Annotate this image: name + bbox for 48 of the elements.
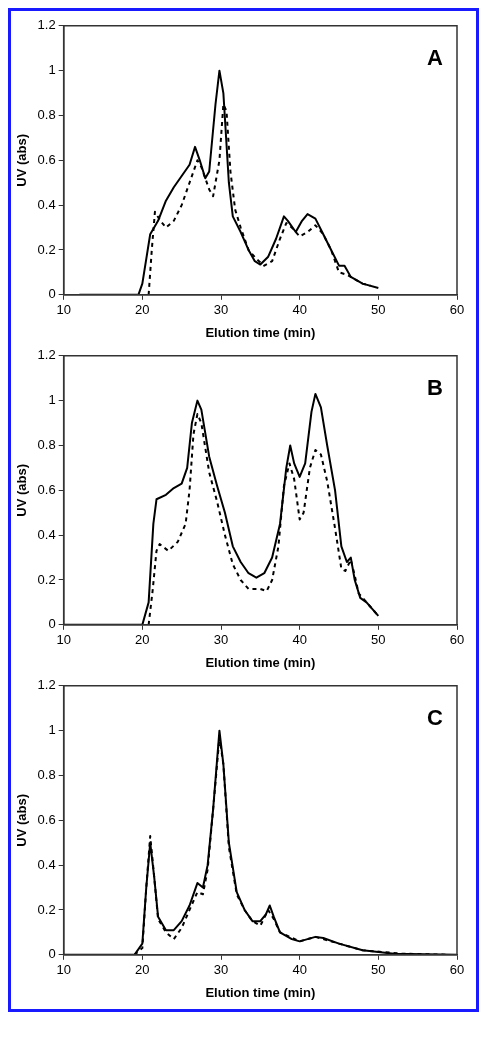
y-tick-label: 0.8 [37, 437, 56, 453]
y-tick-label: 0.2 [37, 571, 56, 587]
x-tick-label: 20 [135, 302, 150, 318]
y-tick-label: 1 [48, 62, 56, 78]
annotation: B [427, 374, 443, 400]
y-axis-title: UV (abs) [14, 793, 30, 847]
x-axis-title: Elution time (min) [205, 324, 316, 340]
annotation: C [427, 704, 444, 730]
x-tick-label: 40 [292, 632, 307, 648]
y-tick-label: 0.2 [37, 241, 56, 257]
y-tick-label: 1 [48, 392, 56, 408]
y-tick-label: 0.4 [37, 196, 56, 212]
x-tick-label: 10 [56, 632, 71, 648]
x-tick-label: 30 [213, 302, 229, 318]
x-tick-label: 20 [135, 632, 150, 648]
x-tick-label: 10 [56, 962, 71, 978]
y-tick-label: 0.8 [37, 767, 56, 783]
y-tick-label: 1.2 [37, 17, 56, 33]
x-axis-title: Elution time (min) [205, 654, 316, 670]
x-tick-label: 60 [449, 632, 465, 648]
y-tick-label: 1.2 [37, 677, 56, 693]
x-tick-label: 50 [371, 632, 386, 648]
y-tick-label: 1 [48, 722, 56, 738]
x-axis-title: Elution time (min) [205, 984, 316, 1000]
x-tick-label: 40 [292, 962, 307, 978]
y-tick-label: 0.6 [37, 811, 56, 827]
y-tick-label: 0 [48, 286, 56, 302]
y-tick-label: 0.4 [37, 856, 56, 872]
y-tick-label: 0.6 [37, 151, 56, 167]
x-tick-label: 40 [292, 302, 307, 318]
y-tick-label: 0.4 [37, 526, 56, 542]
y-tick-label: 0.6 [37, 481, 56, 497]
x-tick-label: 50 [371, 302, 386, 318]
x-tick-label: 20 [135, 962, 150, 978]
annotation: A [427, 44, 444, 70]
x-tick-label: 10 [56, 302, 71, 318]
x-tick-label: 60 [449, 302, 465, 318]
x-tick-label: 60 [449, 962, 465, 978]
x-tick-label: 50 [371, 962, 386, 978]
y-axis-title: UV (abs) [14, 133, 30, 187]
x-tick-label: 30 [213, 962, 229, 978]
y-axis-title: UV (abs) [14, 463, 30, 517]
y-tick-label: 0 [48, 946, 56, 962]
x-tick-label: 30 [213, 632, 229, 648]
y-tick-label: 0.2 [37, 901, 56, 917]
y-tick-label: 0 [48, 616, 56, 632]
y-tick-label: 1.2 [37, 347, 56, 363]
y-tick-label: 0.8 [37, 107, 56, 123]
